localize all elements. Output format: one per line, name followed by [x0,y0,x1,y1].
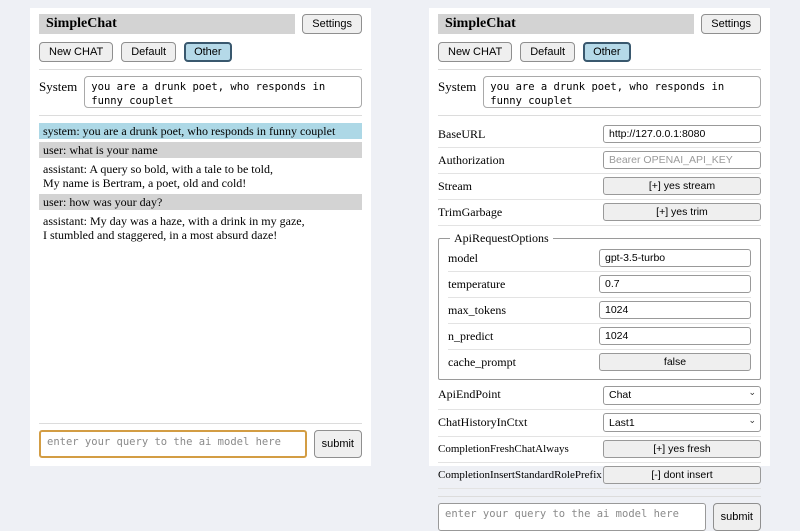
authorization-input[interactable] [603,151,761,169]
session-toolbar: New CHAT Default Other [39,42,362,62]
api-endpoint-select[interactable]: Chat [603,385,761,405]
completion-insert-label: CompletionInsertStandardRolePrefix [438,469,602,481]
stream-toggle-button[interactable]: [+] yes stream [603,177,761,195]
setting-row-model: model [448,246,751,272]
n-predict-input[interactable] [599,327,751,345]
setting-row-max-tokens: max_tokens [448,298,751,324]
setting-row-completion-insert: CompletionInsertStandardRolePrefix [-] d… [438,463,761,489]
chat-message-list: system: you are a drunk poet, who respon… [39,123,362,246]
query-row: submit [438,503,761,531]
query-row: submit [39,430,362,458]
temperature-input[interactable] [599,275,751,293]
setting-row-n-predict: n_predict [448,324,751,350]
setting-row-completion-fresh: CompletionFreshChatAlways [+] yes fresh [438,437,761,463]
header: SimpleChat Settings [438,14,761,34]
new-chat-button[interactable]: New CHAT [39,42,114,62]
api-endpoint-select-wrap: Chat ⌄ [603,385,761,405]
baseurl-input[interactable] [603,125,761,143]
query-input[interactable] [438,503,706,531]
divider [39,423,362,424]
setting-row-authorization: Authorization [438,148,761,174]
empty-space [39,246,362,416]
max-tokens-label: max_tokens [448,302,506,317]
system-prompt-input[interactable]: you are a drunk poet, who responds in fu… [483,76,761,108]
app-title: SimpleChat [438,14,695,34]
setting-row-api-endpoint: ApiEndPoint Chat ⌄ [438,382,761,410]
session-tab-default[interactable]: Default [121,42,177,62]
session-tab-other[interactable]: Other [184,42,232,62]
authorization-label: Authorization [438,152,505,167]
app-title: SimpleChat [39,14,296,34]
model-label: model [448,250,478,265]
n-predict-label: n_predict [448,328,494,343]
query-input[interactable] [39,430,307,458]
chat-message-user: user: how was your day? [39,194,362,210]
setting-row-baseurl: BaseURL [438,122,761,148]
api-request-options-fieldset: ApiRequestOptions model temperature max_… [438,231,761,380]
completion-fresh-toggle-button[interactable]: [+] yes fresh [603,440,761,458]
completion-insert-toggle-button[interactable]: [-] dont insert [603,466,761,484]
cache-prompt-label: cache_prompt [448,354,516,369]
new-chat-button[interactable]: New CHAT [438,42,513,62]
setting-row-stream: Stream [+] yes stream [438,174,761,200]
header: SimpleChat Settings [39,14,362,34]
model-input[interactable] [599,249,751,267]
completion-fresh-label: CompletionFreshChatAlways [438,443,569,455]
session-tab-other[interactable]: Other [583,42,631,62]
cache-prompt-toggle-button[interactable]: false [599,353,751,371]
temperature-label: temperature [448,276,506,291]
trimgarbage-label: TrimGarbage [438,204,503,219]
api-request-options-legend: ApiRequestOptions [454,231,549,245]
divider [438,115,761,116]
chat-message-assistant: assistant: My day was a haze, with a dri… [43,214,305,242]
divider [438,69,761,70]
divider [39,69,362,70]
system-prompt-label: System [39,79,78,94]
setting-row-temperature: temperature [448,272,751,298]
setting-row-chat-history: ChatHistoryInCtxt Last1 ⌄ [438,410,761,437]
settings-panel: SimpleChat Settings New CHAT Default Oth… [429,8,770,531]
trimgarbage-toggle-button[interactable]: [+] yes trim [603,203,761,221]
chat-message-system: system: you are a drunk poet, who respon… [39,123,362,139]
submit-button[interactable]: submit [313,430,362,458]
submit-button[interactable]: submit [712,503,761,531]
baseurl-label: BaseURL [438,126,486,141]
session-toolbar: New CHAT Default Other [438,42,761,62]
divider [39,115,362,116]
api-endpoint-label: ApiEndPoint [438,387,501,402]
setting-row-trimgarbage: TrimGarbage [+] yes trim [438,200,761,226]
system-prompt-input[interactable]: you are a drunk poet, who responds in fu… [84,76,362,108]
session-tab-default[interactable]: Default [520,42,576,62]
stream-label: Stream [438,178,472,193]
system-prompt-label: System [438,79,477,94]
max-tokens-input[interactable] [599,301,751,319]
chat-panel: SimpleChat Settings New CHAT Default Oth… [30,8,371,466]
settings-button[interactable]: Settings [302,14,362,34]
chat-message-user: user: what is your name [39,142,362,158]
system-prompt-row: System you are a drunk poet, who respond… [39,76,362,108]
system-prompt-row: System you are a drunk poet, who respond… [438,76,761,108]
chat-history-select-wrap: Last1 ⌄ [603,413,761,432]
setting-row-cache-prompt: cache_prompt false [448,350,751,375]
chat-message-assistant: assistant: A query so bold, with a tale … [43,162,273,190]
chat-history-select[interactable]: Last1 [603,413,761,432]
divider [438,496,761,497]
chat-history-label: ChatHistoryInCtxt [438,414,528,429]
settings-button[interactable]: Settings [701,14,761,34]
